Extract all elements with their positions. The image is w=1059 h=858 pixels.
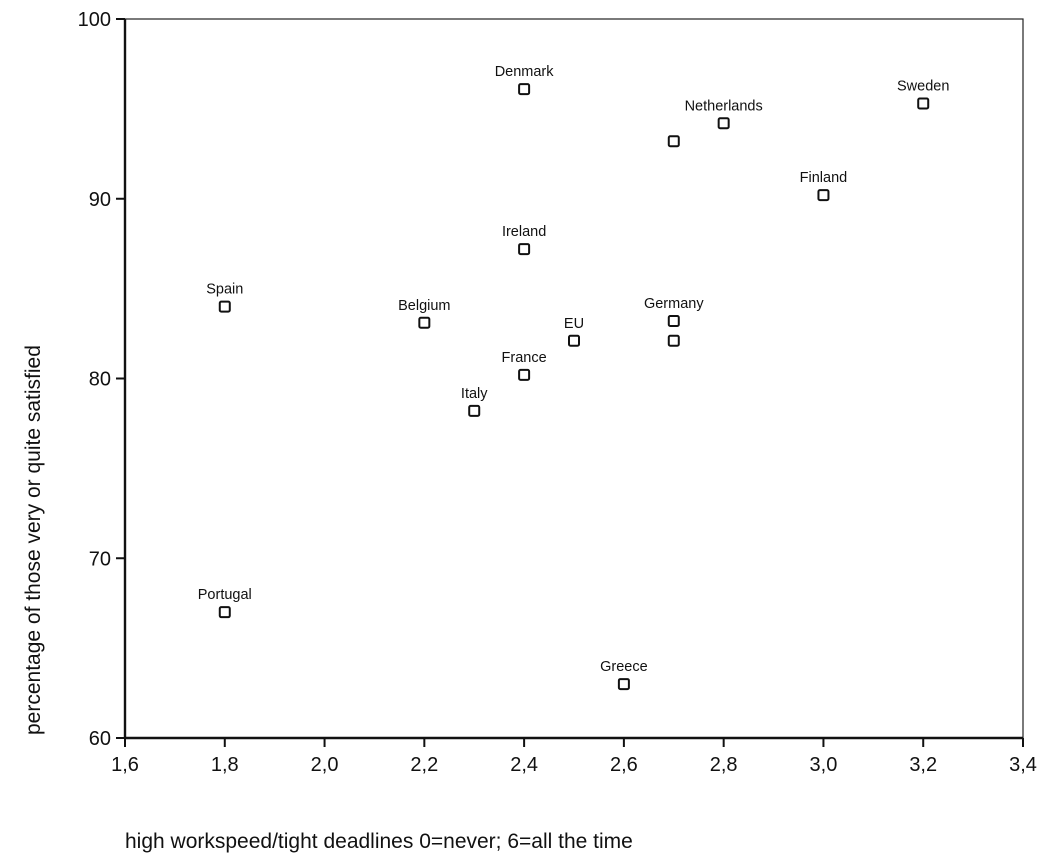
x-tick-label: 2,6 [610,754,638,776]
data-points: Denmark Netherlands Sweden Finland Ireland Sp… [198,64,949,691]
data-point-marker [468,404,481,417]
plot-frame [124,18,1024,739]
data-point-marker [518,83,531,96]
x-tick-label: 1,8 [211,754,239,776]
x-tick-label: 1,6 [111,754,139,776]
y-axis-ticks: 60 70 80 90 100 [78,9,125,750]
data-point-label: Finland [800,170,848,186]
data-point-marker [817,189,830,202]
x-axis-title: high workspeed/tight deadlines 0=never; … [125,830,633,853]
data-point-label: Italy [461,386,488,402]
data-point-marker [667,334,680,347]
y-axis-title: percentage of those very or quite satisf… [22,345,45,735]
data-point-marker [518,243,531,256]
data-point-label: Sweden [897,78,949,94]
x-tick-label: 2,0 [311,754,339,776]
y-tick-label: 60 [89,728,111,750]
x-tick-label: 2,4 [510,754,538,776]
data-point-label: Greece [600,659,648,675]
x-tick-label: 3,4 [1009,754,1037,776]
data-point-label: Germany [644,296,704,312]
data-point-label: Ireland [502,224,546,240]
data-point-marker [617,678,630,691]
data-point-label: Portugal [198,587,252,603]
x-tick-label: 3,0 [810,754,838,776]
data-point-marker [667,314,680,327]
data-point-label: Spain [206,282,243,298]
data-point-marker [917,97,930,110]
y-tick-label: 80 [89,369,111,391]
data-point-label: Belgium [398,298,450,314]
data-point-marker [568,334,580,347]
x-tick-label: 2,8 [710,754,738,776]
data-point-marker [418,316,431,329]
y-tick-label: 70 [89,548,111,570]
data-point-label: Denmark [495,64,555,80]
x-axis-ticks: 1,6 1,8 2,0 2,2 2,4 2,6 2,8 3,0 3,2 3,4 [111,738,1037,776]
data-point-marker [667,135,680,148]
data-point-label: France [502,350,547,366]
x-tick-label: 3,2 [909,754,937,776]
data-point-marker [518,368,531,381]
data-point-marker [218,300,231,313]
data-point-label: EU [564,316,584,332]
data-point-label: Netherlands [685,98,763,114]
data-point-marker [218,606,231,619]
data-point-marker [717,117,730,130]
y-tick-label: 100 [78,9,111,31]
x-tick-label: 2,2 [410,754,438,776]
y-tick-label: 90 [89,189,111,211]
